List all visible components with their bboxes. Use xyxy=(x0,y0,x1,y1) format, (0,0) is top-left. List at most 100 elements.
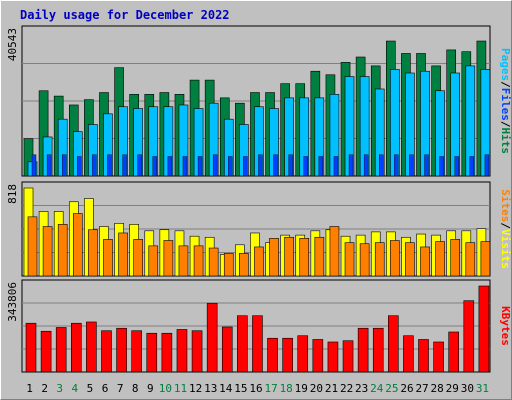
sites-bar xyxy=(88,229,98,277)
day-label: 19 xyxy=(295,382,308,395)
kbytes-bar xyxy=(221,326,233,373)
day-label: 2 xyxy=(41,382,48,395)
pages-bar xyxy=(228,156,233,177)
y-max-label-hits: 40543 xyxy=(6,28,19,61)
pages-bar xyxy=(409,154,414,177)
legend-part: Sites xyxy=(499,189,512,222)
kbytes-bar xyxy=(418,339,429,373)
pages-bar xyxy=(137,154,142,177)
pages-bar xyxy=(122,154,127,177)
kbytes-bar xyxy=(131,330,142,373)
legend-part: Files xyxy=(499,88,512,121)
kbytes-bar xyxy=(161,332,173,373)
day-label: 23 xyxy=(355,382,368,395)
sites-bar xyxy=(42,226,53,277)
chart-title: Daily usage for December 2022 xyxy=(20,8,230,22)
pages-bar xyxy=(77,156,82,177)
sites-bar xyxy=(374,242,385,277)
pages-bar xyxy=(469,156,475,177)
kbytes-bar xyxy=(116,327,127,373)
kbytes-bar xyxy=(448,331,460,373)
sites-bar xyxy=(465,242,476,277)
day-label: 17 xyxy=(264,382,277,395)
day-label: 29 xyxy=(446,382,459,395)
pages-bar xyxy=(243,156,248,177)
sites-bar xyxy=(148,245,159,277)
day-label: 28 xyxy=(431,382,444,395)
sites-bar xyxy=(163,240,174,277)
kbytes-bar xyxy=(433,341,444,373)
kbytes-bar xyxy=(312,339,324,373)
legend-part: / xyxy=(499,81,512,88)
kbytes-bar xyxy=(342,340,354,373)
sites-bar xyxy=(133,239,143,277)
pages-bar xyxy=(333,156,339,177)
kbytes-bar xyxy=(267,337,278,373)
kbytes-bar xyxy=(146,332,158,373)
pages-bar xyxy=(303,156,308,177)
sites-bar xyxy=(435,241,445,277)
day-label: 8 xyxy=(132,382,139,395)
kbytes-bar xyxy=(191,330,203,373)
day-label: 1 xyxy=(26,382,33,395)
sites-bar xyxy=(118,232,128,277)
kbytes-bar xyxy=(237,315,248,373)
sites-bar xyxy=(359,243,370,277)
kbytes-bar xyxy=(206,302,218,373)
legend-part: Hits xyxy=(499,128,512,155)
sites-bar xyxy=(193,245,204,277)
day-label: 7 xyxy=(117,382,124,395)
kbytes-bar xyxy=(282,337,293,373)
day-label: 11 xyxy=(174,382,187,395)
pages-bar xyxy=(152,156,157,177)
day-label: 20 xyxy=(310,382,323,395)
sites-bar xyxy=(420,246,430,277)
kbytes-bar xyxy=(101,330,112,373)
pages-bar xyxy=(318,156,324,177)
sites-bar xyxy=(239,253,249,277)
kbytes-bar xyxy=(40,330,52,373)
day-label: 13 xyxy=(204,382,217,395)
day-label: 21 xyxy=(325,382,338,395)
legend-part: KBytes xyxy=(499,306,512,346)
pages-bar xyxy=(197,156,203,177)
sites-bar xyxy=(344,242,355,277)
day-label: 27 xyxy=(415,382,428,395)
day-label: 14 xyxy=(219,382,233,395)
pages-bar xyxy=(212,154,218,177)
y-max-label-kbytes: 343806 xyxy=(6,282,19,322)
kbytes-bar xyxy=(463,300,475,373)
legend-label-3: KBytes xyxy=(499,306,512,346)
kbytes-bar xyxy=(252,315,263,373)
day-label: 3 xyxy=(56,382,63,395)
day-label: 10 xyxy=(159,382,172,395)
pages-bar xyxy=(92,154,97,177)
sites-bar xyxy=(314,236,325,277)
sites-bar xyxy=(27,216,38,277)
sites-bar xyxy=(299,238,310,277)
day-label: 18 xyxy=(280,382,293,395)
y-max-label-visits: 818 xyxy=(6,184,19,204)
kbytes-bar xyxy=(357,327,369,373)
sites-bar xyxy=(405,242,415,277)
sites-bar xyxy=(329,226,340,277)
day-label: 30 xyxy=(461,382,474,395)
sites-bar xyxy=(223,253,234,277)
pages-bar xyxy=(31,154,37,177)
pages-bar xyxy=(454,156,459,177)
day-label: 4 xyxy=(72,382,79,395)
kbytes-bar xyxy=(403,335,414,373)
pages-bar xyxy=(363,154,369,177)
kbytes-bar xyxy=(297,335,309,373)
kbytes-bar xyxy=(176,329,188,373)
sites-bar xyxy=(390,240,400,277)
day-label: 25 xyxy=(385,382,398,395)
pages-bar xyxy=(258,154,263,177)
pages-bar xyxy=(288,154,293,177)
sites-bar xyxy=(254,246,264,277)
kbytes-bar xyxy=(55,327,67,373)
day-label: 22 xyxy=(340,382,353,395)
sites-bar xyxy=(208,247,219,277)
pages-bar xyxy=(348,154,354,177)
